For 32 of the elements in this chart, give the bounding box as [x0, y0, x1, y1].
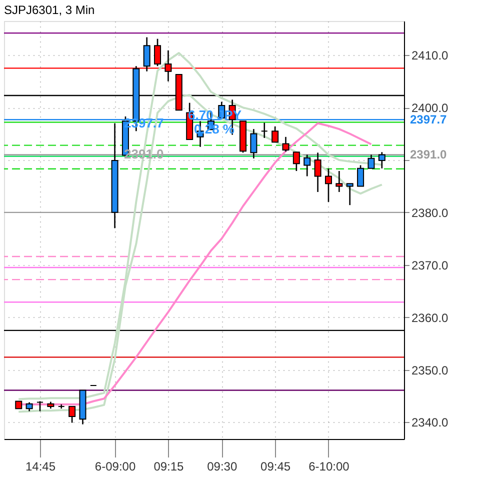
x-tick-label: 6-10:00: [308, 460, 350, 474]
candlestick: [143, 36, 150, 72]
x-tick-label: 09:45: [260, 460, 291, 474]
candlestick: [368, 154, 375, 170]
y-tick-label: 2340.0: [412, 416, 449, 430]
ref-line-label: 2391.0: [410, 148, 448, 162]
x-tick-label: 14:45: [25, 460, 56, 474]
y-tick-label: 2370.0: [412, 258, 449, 272]
candlestick: [36, 400, 44, 412]
candlestick: [250, 128, 258, 160]
y-tick-label: 2380.0: [412, 206, 449, 220]
candlestick: [68, 406, 76, 424]
y-tick-label: 2350.0: [412, 363, 449, 378]
y-tick-label: 2400.0: [412, 101, 449, 116]
candlestick: [292, 151, 300, 172]
y-tick-label: 2410.0: [412, 48, 449, 63]
y-tick-label: 2360.0: [412, 310, 449, 325]
x-tick-label: 6-09:00: [94, 460, 136, 474]
candlestick: [324, 168, 332, 203]
ref-line-label: 2397.7: [410, 112, 448, 127]
candlestick: [346, 182, 354, 206]
candlestick: [260, 122, 268, 139]
candlestick: [336, 170, 343, 193]
x-tick-label: 09:15: [154, 460, 184, 474]
candlestick: [304, 154, 311, 177]
candlestick: [378, 151, 386, 170]
candlestick: [314, 152, 322, 193]
candlestick: [282, 136, 290, 152]
candlestick: [357, 164, 364, 187]
candlestick: [272, 126, 279, 143]
chart-title: SJPJ6301, 3 Min: [4, 3, 95, 17]
x-tick-label: 09:30: [207, 460, 238, 474]
